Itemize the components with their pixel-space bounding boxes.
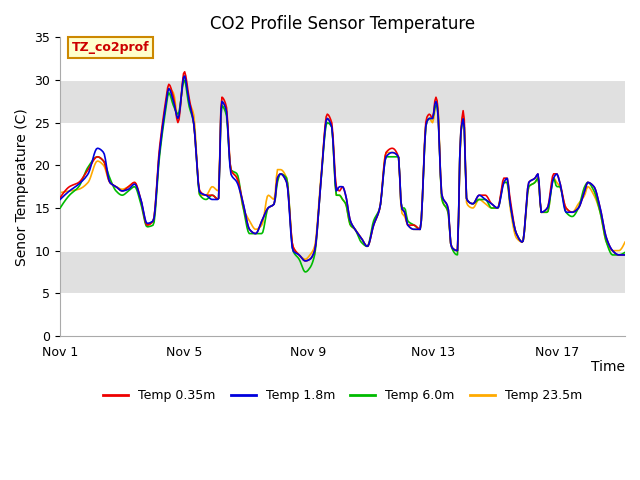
Temp 23.5m <box>327 121 335 127</box>
Temp 1.8m <box>621 252 629 258</box>
Temp 0.35m <box>181 69 189 75</box>
Bar <box>60 251 625 293</box>
Temp 6.0m <box>302 269 310 275</box>
Bar <box>60 80 625 123</box>
Temp 1.8m <box>522 215 529 220</box>
Temp 1.8m <box>181 73 189 79</box>
Temp 6.0m <box>56 205 64 211</box>
Temp 1.8m <box>56 197 64 203</box>
Temp 23.5m <box>522 216 529 222</box>
Temp 6.0m <box>522 216 529 222</box>
Y-axis label: Senor Temperature (C): Senor Temperature (C) <box>15 108 29 265</box>
Text: TZ_co2prof: TZ_co2prof <box>72 41 149 54</box>
Temp 0.35m <box>56 195 64 201</box>
Temp 6.0m <box>364 243 372 249</box>
Temp 6.0m <box>330 160 338 166</box>
Temp 6.0m <box>621 250 629 255</box>
Temp 0.35m <box>327 117 335 122</box>
Text: Time: Time <box>591 360 625 374</box>
Temp 1.8m <box>364 243 372 249</box>
Temp 1.8m <box>610 249 618 255</box>
Title: CO2 Profile Sensor Temperature: CO2 Profile Sensor Temperature <box>210 15 475 33</box>
Temp 1.8m <box>327 121 335 127</box>
Line: Temp 6.0m: Temp 6.0m <box>60 80 625 272</box>
Line: Temp 23.5m: Temp 23.5m <box>60 76 625 259</box>
Temp 23.5m <box>364 243 372 249</box>
Temp 0.35m <box>621 252 629 258</box>
Temp 1.8m <box>330 159 338 165</box>
Temp 23.5m <box>330 161 338 167</box>
Temp 23.5m <box>621 239 629 245</box>
Temp 0.35m <box>330 153 338 159</box>
Temp 0.35m <box>395 155 403 160</box>
Temp 23.5m <box>181 73 189 79</box>
Temp 1.8m <box>302 258 310 264</box>
Temp 0.35m <box>364 243 372 249</box>
Temp 0.35m <box>302 258 310 264</box>
Temp 23.5m <box>395 155 403 160</box>
Temp 6.0m <box>327 122 335 128</box>
Legend: Temp 0.35m, Temp 1.8m, Temp 6.0m, Temp 23.5m: Temp 0.35m, Temp 1.8m, Temp 6.0m, Temp 2… <box>99 384 587 407</box>
Temp 6.0m <box>395 155 403 160</box>
Temp 23.5m <box>56 190 64 195</box>
Temp 0.35m <box>610 249 618 255</box>
Line: Temp 0.35m: Temp 0.35m <box>60 72 625 261</box>
Temp 6.0m <box>181 77 189 83</box>
Temp 0.35m <box>522 215 529 220</box>
Temp 6.0m <box>610 252 618 258</box>
Temp 23.5m <box>302 256 310 262</box>
Line: Temp 1.8m: Temp 1.8m <box>60 76 625 261</box>
Temp 23.5m <box>610 248 618 253</box>
Temp 1.8m <box>395 155 403 160</box>
